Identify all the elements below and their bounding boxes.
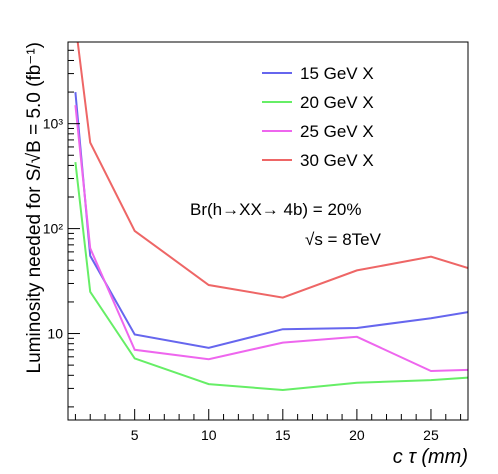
legend-label-3: 25 GeV X (300, 122, 374, 141)
series-line-1 (74, 92, 468, 349)
legend: 15 GeV X 20 GeV X 25 GeV X 30 GeV X (262, 64, 374, 170)
plot-frame (67, 41, 469, 421)
legend-label-2: 20 GeV X (300, 93, 374, 112)
series-line-2 (74, 161, 468, 392)
x-tick-label-5: 5 (131, 427, 139, 443)
y-tick-label-10: 10 (47, 326, 63, 342)
axes-layer: 5 10 15 20 25 10 10² 10³ (43, 41, 462, 443)
y-tick-label-100: 10² (43, 221, 64, 237)
annotation-branching-ratio: Br(h→XX→ 4b) = 20% (190, 200, 362, 219)
legend-label-4: 30 GeV X (300, 151, 374, 170)
legend-label-1: 15 GeV X (300, 64, 374, 83)
x-tick-label-25: 25 (423, 427, 439, 443)
x-tick-label-20: 20 (349, 427, 365, 443)
x-tick-label-15: 15 (275, 427, 291, 443)
y-axis-label: Luminosity needed for S/√B = 5.0 (fb⁻¹) (24, 42, 45, 373)
annotations: Br(h→XX→ 4b) = 20% √s = 8TeV (190, 200, 382, 249)
annotation-energy: √s = 8TeV (305, 230, 382, 249)
marks-layer (74, 42, 468, 392)
x-tick-label-10: 10 (201, 427, 217, 443)
y-tick-label-1000: 10³ (43, 116, 64, 132)
x-axis-label: c τ (mm) (393, 446, 468, 468)
series-line-4 (76, 42, 468, 299)
series-line-3 (74, 105, 468, 373)
